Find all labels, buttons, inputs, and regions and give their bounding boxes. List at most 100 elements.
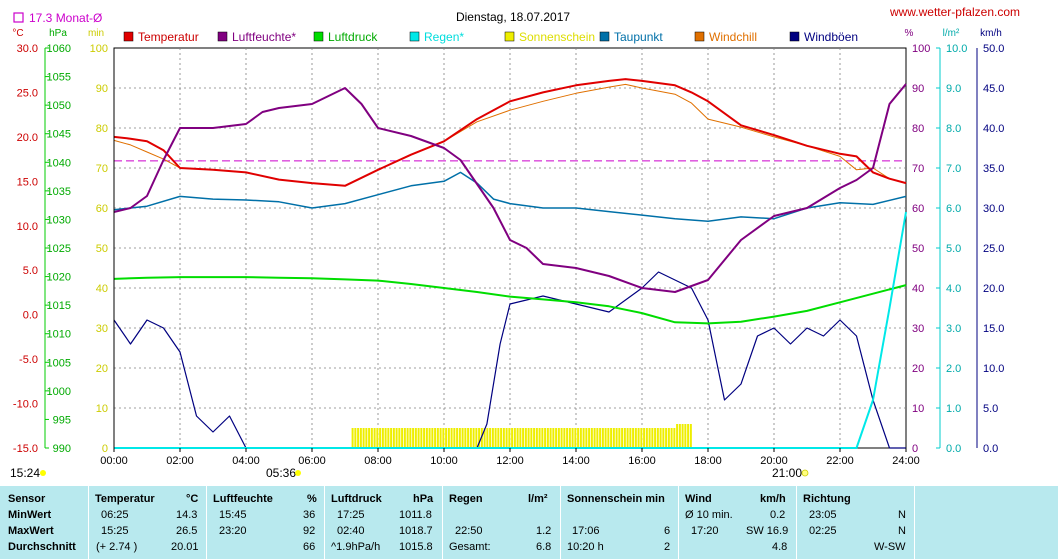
pressure-tick-label: 990 xyxy=(53,443,71,455)
sun-value: 6 xyxy=(664,525,671,537)
sunshine-bar xyxy=(629,428,632,448)
temp-tick-label: 20.0 xyxy=(17,132,38,144)
col-separator xyxy=(324,486,325,559)
sunshine-bar xyxy=(478,428,481,448)
sun-time: 17:06 xyxy=(572,525,600,537)
sunshine-bar xyxy=(524,428,527,448)
sunshine-bar xyxy=(480,428,483,448)
temp-tick-label: 30.0 xyxy=(17,43,38,55)
header-sunshine: Sonnenschein min xyxy=(567,493,665,505)
wind-gust-line xyxy=(113,271,906,449)
header-sensor: Sensor xyxy=(8,493,46,505)
humidity-tick-label: 70 xyxy=(912,163,924,175)
legend-swatch xyxy=(789,31,800,42)
dir-time: 23:05 xyxy=(809,509,837,521)
sunshine-bar xyxy=(632,428,635,448)
sun-axis-unit: min xyxy=(88,28,104,39)
rain-tick-label: 6.0 xyxy=(946,203,961,215)
pressure-tick-label: 1000 xyxy=(47,386,71,398)
sunshine-bar xyxy=(673,428,676,448)
col-separator xyxy=(442,486,443,559)
sunshine-bar xyxy=(489,428,492,448)
sun-tick-label: 20 xyxy=(96,363,108,375)
humidity-tick-label: 40 xyxy=(912,283,924,295)
press-value: 1018.7 xyxy=(399,525,433,537)
wind-value: 4.8 xyxy=(772,541,788,553)
hum-value: 36 xyxy=(303,509,316,521)
sunshine-bar xyxy=(436,428,439,448)
header-humidity-unit: % xyxy=(307,493,317,505)
pressure-tick-label: 1015 xyxy=(47,300,71,312)
sunshine-bar xyxy=(409,428,412,448)
sunshine-bar xyxy=(456,428,459,448)
sunshine-bar xyxy=(662,428,665,448)
legend-label: Luftfeuchte* xyxy=(232,30,296,44)
sunshine-bar xyxy=(381,428,384,448)
header-temperature: Temperatur xyxy=(95,493,155,505)
sunshine-bar xyxy=(439,428,442,448)
sunshine-bar xyxy=(395,428,398,448)
sunshine-bar xyxy=(461,428,464,448)
sunshine-bar xyxy=(687,424,690,448)
temp-time: 06:25 xyxy=(101,509,129,521)
x-tick-label: 04:00 xyxy=(232,455,260,467)
press-time: 02:40 xyxy=(337,525,365,537)
humidity-tick-label: 90 xyxy=(912,83,924,95)
sun-tick-label: 100 xyxy=(90,43,108,55)
header-wind-unit: km/h xyxy=(760,493,786,505)
sunshine-bar xyxy=(357,428,360,448)
dir-value: W-SW xyxy=(874,541,906,553)
sunshine-bar xyxy=(472,428,475,448)
source-url[interactable]: www.wetter-pfalzen.com xyxy=(889,5,1020,19)
sunshine-bar xyxy=(379,428,382,448)
sunshine-bar xyxy=(362,428,365,448)
sunshine-bar xyxy=(522,428,525,448)
x-tick-label: 22:00 xyxy=(826,455,854,467)
press-trend: ^1.9hPa/h xyxy=(331,541,381,553)
press-time: 17:25 xyxy=(337,509,365,521)
dir-time: 02:25 xyxy=(809,525,837,537)
rain-line xyxy=(114,211,907,449)
sunshine-bar xyxy=(428,428,431,448)
temp-tick-label: -10.0 xyxy=(13,399,38,411)
pressure-tick-label: 1045 xyxy=(47,129,71,141)
wind-tick-label: 25.0 xyxy=(983,243,1004,255)
sunshine-bar xyxy=(604,428,607,448)
temp-tick-label: 5.0 xyxy=(23,265,38,277)
sunshine-bar xyxy=(582,428,585,448)
sunshine-bar xyxy=(423,428,426,448)
rain-axis-unit: l/m² xyxy=(943,28,960,39)
row-label: Durchschnitt xyxy=(8,541,76,553)
pressure-tick-label: 1050 xyxy=(47,100,71,112)
x-tick-label: 02:00 xyxy=(166,455,194,467)
humidity-tick-label: 10 xyxy=(912,403,924,415)
sunshine-bar xyxy=(431,428,434,448)
header-direction: Richtung xyxy=(803,493,851,505)
sunshine-bar xyxy=(593,428,596,448)
sunshine-bar xyxy=(359,428,362,448)
sunshine-bar xyxy=(414,428,417,448)
temp-value: 20.01 xyxy=(171,541,199,553)
sunshine-bar xyxy=(678,424,681,448)
sunshine-bar xyxy=(665,428,668,448)
sunshine-bar xyxy=(406,428,409,448)
x-tick-label: 24:00 xyxy=(892,455,920,467)
sunshine-bar xyxy=(560,428,563,448)
sunshine-bar xyxy=(434,428,437,448)
pressure-tick-label: 1035 xyxy=(47,186,71,198)
wind-tick-label: 5.0 xyxy=(983,403,998,415)
chart-title: Dienstag, 18.07.2017 xyxy=(456,10,570,24)
humidity-tick-label: 50 xyxy=(912,243,924,255)
sunshine-bar xyxy=(354,428,357,448)
sunshine-bar xyxy=(544,428,547,448)
rain-tick-label: 9.0 xyxy=(946,83,961,95)
sunshine-bar xyxy=(546,428,549,448)
x-tick-label: 08:00 xyxy=(364,455,392,467)
sun-tick-label: 10 xyxy=(96,403,108,415)
sunshine-bar xyxy=(601,428,604,448)
sunshine-bar xyxy=(368,428,371,448)
temp-time: (+ 2.74 ) xyxy=(96,541,138,553)
hum-value: 66 xyxy=(303,541,316,553)
sun-time: 10:20 h xyxy=(567,541,604,553)
temp-value: 14.3 xyxy=(176,509,198,521)
